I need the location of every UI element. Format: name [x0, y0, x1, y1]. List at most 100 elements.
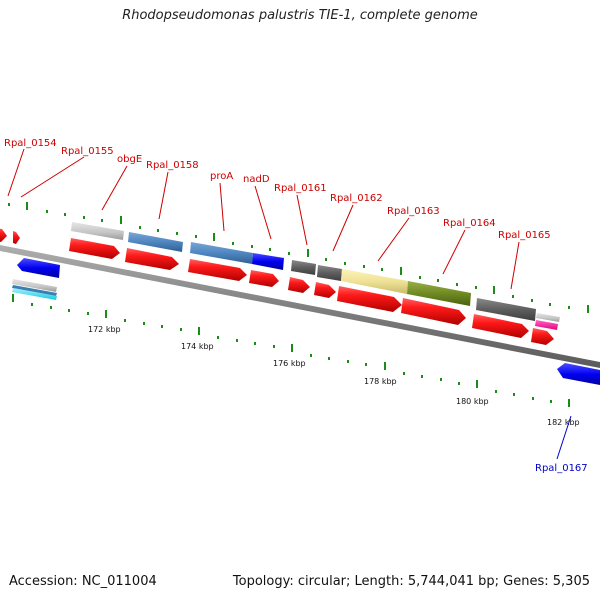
leader-line	[219, 182, 225, 232]
tick-mark	[568, 306, 570, 309]
tick-mark	[120, 216, 122, 224]
tick-row-upper	[8, 202, 589, 313]
tick-mark	[513, 393, 515, 396]
gene-feature	[12, 285, 57, 296]
tick-mark	[291, 344, 293, 352]
tick-mark	[325, 258, 327, 261]
gene-feature	[535, 320, 558, 330]
tick-mark	[400, 267, 402, 275]
tick-mark	[176, 232, 178, 235]
cds-arrow	[531, 328, 554, 345]
tick-mark	[493, 286, 495, 294]
leader-line	[442, 229, 466, 275]
cds-arrow	[337, 286, 402, 312]
tick-mark	[195, 235, 197, 238]
scale-label: 182 kbp	[547, 418, 580, 427]
leader-line	[7, 148, 25, 197]
tick-mark	[381, 268, 383, 271]
tick-mark	[476, 380, 478, 388]
gene-label-rpal-0161[interactable]: Rpal_0161	[274, 183, 327, 194]
tick-mark	[437, 279, 439, 282]
tick-mark	[101, 219, 103, 222]
tick-mark	[403, 372, 405, 375]
scale-label: 174 kbp	[181, 342, 214, 351]
gene-label-rpal-0158[interactable]: Rpal_0158	[146, 160, 199, 171]
tick-mark	[251, 245, 253, 248]
gene-feature	[317, 265, 342, 281]
cds-arrow	[288, 277, 310, 293]
tick-mark	[217, 336, 219, 339]
leader-line	[556, 415, 572, 460]
leader-line	[296, 194, 308, 246]
gene-label-rpal-0163[interactable]: Rpal_0163	[387, 206, 440, 217]
tick-mark	[550, 400, 552, 403]
tick-mark	[143, 322, 145, 325]
tick-mark	[83, 216, 85, 219]
tick-mark	[31, 303, 33, 306]
cds-arrow	[188, 259, 247, 281]
scale-label: 172 kbp	[88, 325, 121, 334]
tick-mark	[419, 276, 421, 279]
tick-mark	[549, 303, 551, 306]
feature-track-lower	[12, 258, 600, 386]
tick-mark	[180, 328, 182, 331]
topology-label: Topology: circular; Length: 5,744,041 bp…	[232, 574, 590, 589]
cds-arrow	[249, 270, 279, 287]
tick-mark	[105, 310, 107, 318]
scale-label: 180 kbp	[456, 397, 489, 406]
gene-feature	[190, 242, 253, 264]
tick-mark	[495, 390, 497, 393]
tick-mark	[587, 305, 589, 313]
tick-mark	[531, 299, 533, 302]
cds-arrow	[557, 363, 600, 386]
gene-label-rpal-0165[interactable]: Rpal_0165	[498, 230, 551, 241]
gene-feature	[291, 260, 316, 275]
gene-label-rpal-0164[interactable]: Rpal_0164	[443, 218, 496, 229]
cds-arrow	[401, 298, 466, 325]
tick-row-lower	[12, 294, 570, 407]
gene-label-nadd[interactable]: nadD	[243, 174, 270, 185]
tick-mark	[532, 397, 534, 400]
cds-arrow	[0, 228, 7, 242]
dna-backbone	[0, 244, 600, 369]
gene-label-rpal-0154[interactable]: Rpal_0154	[4, 138, 57, 149]
gene-label-rpal-0155[interactable]: Rpal_0155	[61, 146, 114, 157]
gene-feature	[71, 222, 124, 240]
tick-mark	[384, 362, 386, 370]
tick-mark	[213, 233, 215, 241]
tick-mark	[568, 399, 570, 407]
tick-mark	[8, 203, 10, 206]
tick-mark	[458, 382, 460, 385]
leader-line	[101, 165, 128, 211]
scale-label: 176 kbp	[273, 359, 306, 368]
tick-mark	[26, 202, 28, 210]
tick-mark	[363, 265, 365, 268]
gene-label-proa[interactable]: proA	[210, 171, 233, 182]
tick-mark	[232, 242, 234, 245]
label-leaders	[7, 148, 520, 290]
tick-mark	[273, 345, 275, 348]
tick-mark	[87, 312, 89, 315]
feature-track-upper	[0, 222, 560, 345]
tick-mark	[475, 286, 477, 289]
gene-label-rpal-0162[interactable]: Rpal_0162	[330, 193, 383, 204]
gene-feature	[476, 298, 536, 321]
cds-arrow	[472, 314, 529, 338]
tick-mark	[236, 339, 238, 342]
tick-mark	[421, 375, 423, 378]
gene-feature	[341, 269, 408, 294]
gene-label-obge[interactable]: obgE	[117, 154, 142, 165]
leader-line	[332, 204, 354, 252]
tick-mark	[198, 327, 200, 335]
tick-mark	[307, 249, 309, 257]
gene-label-rpal-0167[interactable]: Rpal_0167	[535, 463, 588, 474]
tick-mark	[512, 295, 514, 298]
accession-label: Accession: NC_011004	[9, 574, 157, 589]
leader-line	[20, 156, 85, 198]
tick-mark	[254, 342, 256, 345]
gene-feature	[407, 281, 471, 306]
tick-mark	[12, 294, 14, 302]
gene-feature	[128, 232, 183, 252]
